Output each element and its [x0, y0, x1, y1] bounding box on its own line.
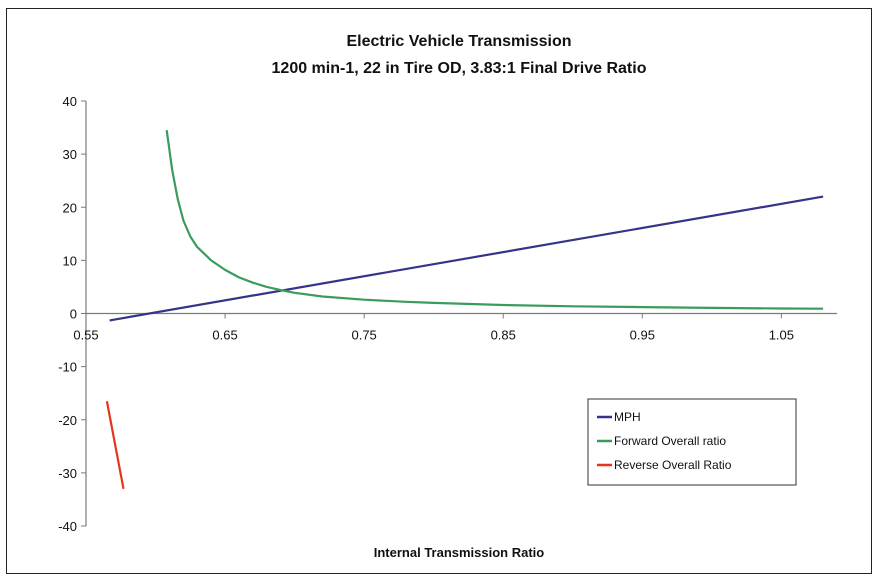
- series-line-forward-overall-ratio: [165, 130, 824, 310]
- x-tick-label: 1.05: [769, 328, 794, 343]
- chart-frame: Electric Vehicle Transmission 1200 min-1…: [6, 8, 872, 574]
- chart-svg: Electric Vehicle Transmission 1200 min-1…: [58, 33, 837, 560]
- series-line-reverse-overall-ratio: [105, 400, 125, 490]
- y-tick-label: 40: [63, 94, 77, 109]
- legend-box: [587, 398, 797, 486]
- y-tick-label: -40: [58, 519, 77, 534]
- y-tick-label: 0: [70, 307, 77, 322]
- y-tick-label: 30: [63, 147, 77, 162]
- y-tick-label: 10: [63, 253, 77, 268]
- chart-subtitle: 1200 min-1, 22 in Tire OD, 3.83:1 Final …: [272, 60, 647, 77]
- y-tick-label: 20: [63, 200, 77, 215]
- legend: MPH Forward Overall ratio Reverse Overall …: [587, 398, 797, 486]
- y-tick-label: -30: [58, 466, 77, 481]
- legend-label: MPH: [614, 410, 641, 424]
- y-tick-label: -10: [58, 360, 77, 375]
- series-layer: [105, 130, 824, 490]
- y-tick-label: -20: [58, 413, 77, 428]
- x-tick-label: 0.65: [212, 328, 237, 343]
- x-tick-label: 0.85: [491, 328, 516, 343]
- x-tick-label: 0.55: [73, 328, 98, 343]
- x-tick-label: 0.95: [630, 328, 655, 343]
- x-tick-label: 0.75: [351, 328, 376, 343]
- chart-title: Electric Vehicle Transmission: [347, 33, 572, 50]
- x-axis-label: Internal Transmission Ratio: [374, 545, 545, 560]
- legend-label: Reverse Overall Ratio: [614, 458, 732, 472]
- series-line-mph: [109, 195, 824, 322]
- chart-axes: 40 30 20 10 0 -10 -20 -30 -40 0.55 0.65 0.75 0.85 0.9…: [58, 94, 837, 534]
- legend-label: Forward Overall ratio: [614, 434, 726, 448]
